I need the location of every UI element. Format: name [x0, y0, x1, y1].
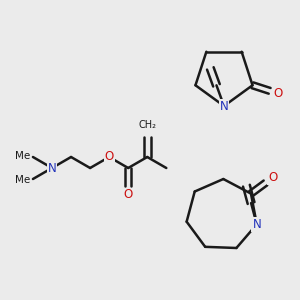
Text: Me: Me: [15, 175, 30, 185]
Text: N: N: [48, 161, 56, 175]
Text: O: O: [274, 87, 283, 100]
Text: O: O: [104, 151, 114, 164]
Text: N: N: [220, 100, 228, 112]
Text: O: O: [268, 171, 277, 184]
Text: O: O: [124, 188, 133, 202]
Text: CH₂: CH₂: [138, 120, 156, 130]
Text: N: N: [252, 218, 261, 231]
Text: Me: Me: [15, 151, 30, 161]
